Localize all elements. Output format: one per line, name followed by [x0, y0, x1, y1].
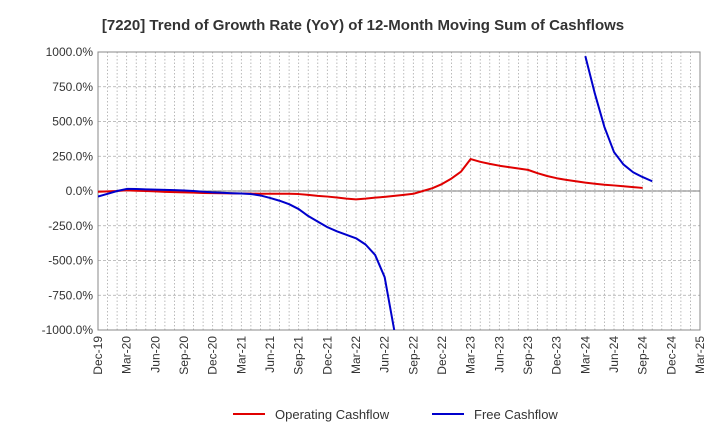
series-line-free-cashflow — [584, 55, 653, 183]
x-tick-label: Mar-25 — [693, 336, 707, 374]
x-tick-label: Sep-22 — [406, 336, 420, 375]
x-tick-label: Sep-21 — [292, 336, 306, 375]
series-line-operating-cashflow — [98, 158, 643, 201]
x-tick-label: Dec-19 — [91, 336, 105, 375]
y-tick-label: -500.0% — [48, 254, 93, 268]
y-tick-label: 750.0% — [52, 80, 93, 94]
x-tick-label: Mar-22 — [349, 336, 363, 374]
legend: Operating Cashflow Free Cashflow — [233, 407, 558, 422]
x-tick-label: Sep-20 — [177, 336, 191, 375]
y-tick-label: 0.0% — [66, 184, 94, 198]
y-axis-ticks: 1000.0% 750.0% 500.0% 250.0% 0.0% -250.0% -500… — [42, 45, 94, 337]
x-axis-ticks: Dec-19 Mar-20 Jun-20 Sep-20 Dec-20 Mar-21 Jun-… — [91, 336, 707, 375]
y-tick-label: 1000.0% — [46, 45, 94, 59]
x-tick-label: Jun-24 — [607, 336, 621, 373]
legend-label: Free Cashflow — [474, 407, 558, 422]
x-tick-label: Sep-23 — [521, 336, 535, 375]
y-tick-label: -750.0% — [48, 288, 93, 302]
x-tick-label: Mar-21 — [234, 336, 248, 374]
x-tick-label: Sep-24 — [636, 336, 650, 375]
x-tick-label: Dec-24 — [664, 336, 678, 375]
x-tick-label: Jun-22 — [378, 336, 392, 373]
legend-label: Operating Cashflow — [275, 407, 390, 422]
series-group — [98, 55, 653, 330]
chart-title: [7220] Trend of Growth Rate (YoY) of 12-… — [102, 17, 624, 34]
x-tick-label: Mar-23 — [464, 336, 478, 374]
x-tick-label: Dec-23 — [550, 336, 564, 375]
x-tick-label: Dec-20 — [206, 336, 220, 375]
x-tick-label: Jun-23 — [492, 336, 506, 373]
x-tick-label: Jun-20 — [148, 336, 162, 373]
y-tick-label: 500.0% — [52, 115, 93, 129]
series-line-free-cashflow — [98, 187, 396, 330]
x-tick-label: Dec-22 — [435, 336, 449, 375]
x-tick-label: Dec-21 — [320, 336, 334, 375]
y-tick-label: -1000.0% — [42, 323, 94, 337]
y-tick-label: 250.0% — [52, 149, 93, 163]
x-tick-label: Mar-24 — [578, 336, 592, 374]
x-tick-label: Jun-21 — [263, 336, 277, 373]
x-tick-label: Mar-20 — [120, 336, 134, 374]
y-tick-label: -250.0% — [48, 219, 93, 233]
